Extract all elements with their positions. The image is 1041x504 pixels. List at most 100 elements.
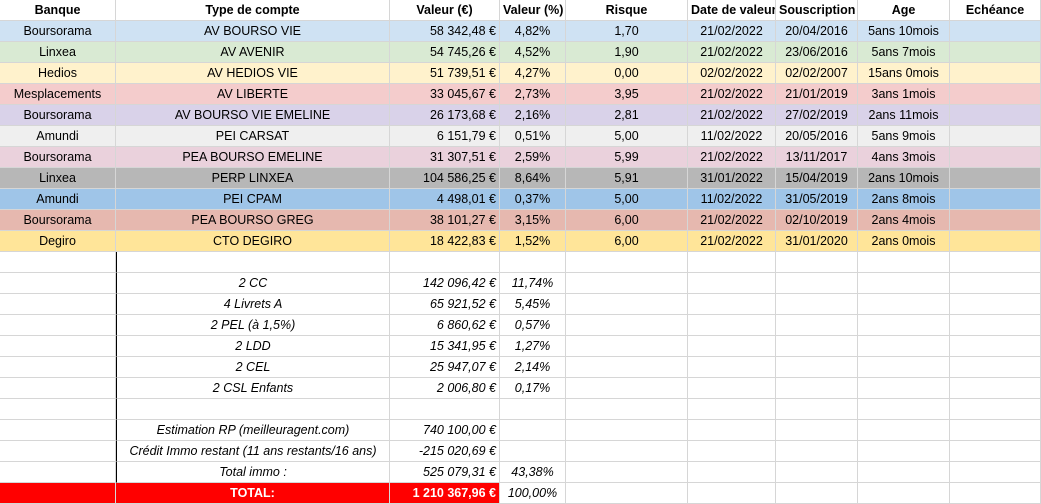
- cell-echeance[interactable]: [950, 126, 1041, 147]
- cell-souscription[interactable]: 15/04/2019: [776, 168, 858, 189]
- cell-banque[interactable]: Boursorama: [0, 147, 116, 168]
- cell-risque[interactable]: 6,00: [566, 210, 688, 231]
- empty-cell[interactable]: [858, 357, 950, 378]
- cell-age[interactable]: 15ans 0mois: [858, 63, 950, 84]
- summary-value[interactable]: 1 210 367,96 €: [390, 483, 500, 504]
- cell-souscription[interactable]: 27/02/2019: [776, 105, 858, 126]
- summary-pct[interactable]: 2,14%: [500, 357, 566, 378]
- empty-cell[interactable]: [0, 483, 116, 504]
- empty-cell[interactable]: [950, 315, 1041, 336]
- empty-cell[interactable]: [688, 273, 776, 294]
- column-header[interactable]: Age: [858, 0, 950, 21]
- cell-pct[interactable]: 0,51%: [500, 126, 566, 147]
- empty-cell[interactable]: [858, 294, 950, 315]
- empty-cell[interactable]: [566, 378, 688, 399]
- summary-value[interactable]: 525 079,31 €: [390, 462, 500, 483]
- summary-pct[interactable]: 11,74%: [500, 273, 566, 294]
- cell-age[interactable]: 2ans 8mois: [858, 189, 950, 210]
- cell-valeur[interactable]: 38 101,27 €: [390, 210, 500, 231]
- cell-date-valeur[interactable]: 31/01/2022: [688, 168, 776, 189]
- empty-cell[interactable]: [566, 483, 688, 504]
- summary-label[interactable]: Crédit Immo restant (11 ans restants/16 …: [116, 441, 390, 462]
- cell-type[interactable]: PERP LINXEA: [116, 168, 390, 189]
- empty-cell[interactable]: [0, 336, 116, 357]
- cell-souscription[interactable]: 20/05/2016: [776, 126, 858, 147]
- empty-cell[interactable]: [858, 462, 950, 483]
- column-header[interactable]: Valeur (€): [390, 0, 500, 21]
- summary-value[interactable]: 740 100,00 €: [390, 420, 500, 441]
- summary-label[interactable]: Total immo :: [116, 462, 390, 483]
- cell-risque[interactable]: 3,95: [566, 84, 688, 105]
- empty-cell[interactable]: [776, 336, 858, 357]
- cell-date-valeur[interactable]: 21/02/2022: [688, 210, 776, 231]
- empty-cell[interactable]: [500, 399, 566, 420]
- empty-cell[interactable]: [566, 399, 688, 420]
- cell-risque[interactable]: 5,00: [566, 189, 688, 210]
- empty-cell[interactable]: [776, 399, 858, 420]
- cell-banque[interactable]: Amundi: [0, 189, 116, 210]
- cell-souscription[interactable]: 31/01/2020: [776, 231, 858, 252]
- empty-cell[interactable]: [688, 315, 776, 336]
- cell-age[interactable]: 2ans 10mois: [858, 168, 950, 189]
- cell-risque[interactable]: 1,70: [566, 21, 688, 42]
- cell-date-valeur[interactable]: 21/02/2022: [688, 105, 776, 126]
- cell-type[interactable]: AV BOURSO VIE: [116, 21, 390, 42]
- empty-cell[interactable]: [688, 462, 776, 483]
- empty-cell[interactable]: [950, 252, 1041, 273]
- summary-label[interactable]: TOTAL:: [116, 483, 390, 504]
- empty-cell[interactable]: [950, 273, 1041, 294]
- cell-souscription[interactable]: 23/06/2016: [776, 42, 858, 63]
- empty-cell[interactable]: [776, 441, 858, 462]
- summary-value[interactable]: 2 006,80 €: [390, 378, 500, 399]
- empty-cell[interactable]: [688, 483, 776, 504]
- column-header[interactable]: Souscription: [776, 0, 858, 21]
- cell-banque[interactable]: Amundi: [0, 126, 116, 147]
- cell-pct[interactable]: 4,52%: [500, 42, 566, 63]
- summary-value[interactable]: 25 947,07 €: [390, 357, 500, 378]
- empty-cell[interactable]: [0, 420, 116, 441]
- cell-valeur[interactable]: 58 342,48 €: [390, 21, 500, 42]
- empty-cell[interactable]: [566, 357, 688, 378]
- summary-pct[interactable]: 1,27%: [500, 336, 566, 357]
- cell-age[interactable]: 5ans 7mois: [858, 42, 950, 63]
- empty-cell[interactable]: [776, 273, 858, 294]
- cell-risque[interactable]: 6,00: [566, 231, 688, 252]
- summary-pct[interactable]: 0,57%: [500, 315, 566, 336]
- empty-cell[interactable]: [688, 294, 776, 315]
- summary-pct[interactable]: 0,17%: [500, 378, 566, 399]
- summary-pct[interactable]: 5,45%: [500, 294, 566, 315]
- empty-cell[interactable]: [950, 336, 1041, 357]
- empty-cell[interactable]: [566, 315, 688, 336]
- cell-echeance[interactable]: [950, 84, 1041, 105]
- empty-cell[interactable]: [776, 483, 858, 504]
- empty-cell[interactable]: [950, 294, 1041, 315]
- cell-type[interactable]: PEI CPAM: [116, 189, 390, 210]
- column-header[interactable]: Risque: [566, 0, 688, 21]
- empty-cell[interactable]: [0, 252, 116, 273]
- cell-pct[interactable]: 1,52%: [500, 231, 566, 252]
- cell-banque[interactable]: Boursorama: [0, 105, 116, 126]
- empty-cell[interactable]: [0, 378, 116, 399]
- cell-pct[interactable]: 3,15%: [500, 210, 566, 231]
- empty-cell[interactable]: [858, 273, 950, 294]
- cell-date-valeur[interactable]: 02/02/2022: [688, 63, 776, 84]
- empty-cell[interactable]: [950, 420, 1041, 441]
- cell-pct[interactable]: 2,59%: [500, 147, 566, 168]
- cell-risque[interactable]: 5,99: [566, 147, 688, 168]
- summary-value[interactable]: 142 096,42 €: [390, 273, 500, 294]
- empty-cell[interactable]: [0, 441, 116, 462]
- empty-cell[interactable]: [500, 252, 566, 273]
- cell-age[interactable]: 2ans 4mois: [858, 210, 950, 231]
- empty-cell[interactable]: [776, 462, 858, 483]
- cell-echeance[interactable]: [950, 168, 1041, 189]
- cell-type[interactable]: AV BOURSO VIE EMELINE: [116, 105, 390, 126]
- empty-cell[interactable]: [858, 378, 950, 399]
- cell-pct[interactable]: 8,64%: [500, 168, 566, 189]
- cell-echeance[interactable]: [950, 63, 1041, 84]
- cell-valeur[interactable]: 26 173,68 €: [390, 105, 500, 126]
- empty-cell[interactable]: [0, 462, 116, 483]
- cell-age[interactable]: 5ans 9mois: [858, 126, 950, 147]
- empty-cell[interactable]: [688, 399, 776, 420]
- cell-echeance[interactable]: [950, 42, 1041, 63]
- column-header[interactable]: Banque: [0, 0, 116, 21]
